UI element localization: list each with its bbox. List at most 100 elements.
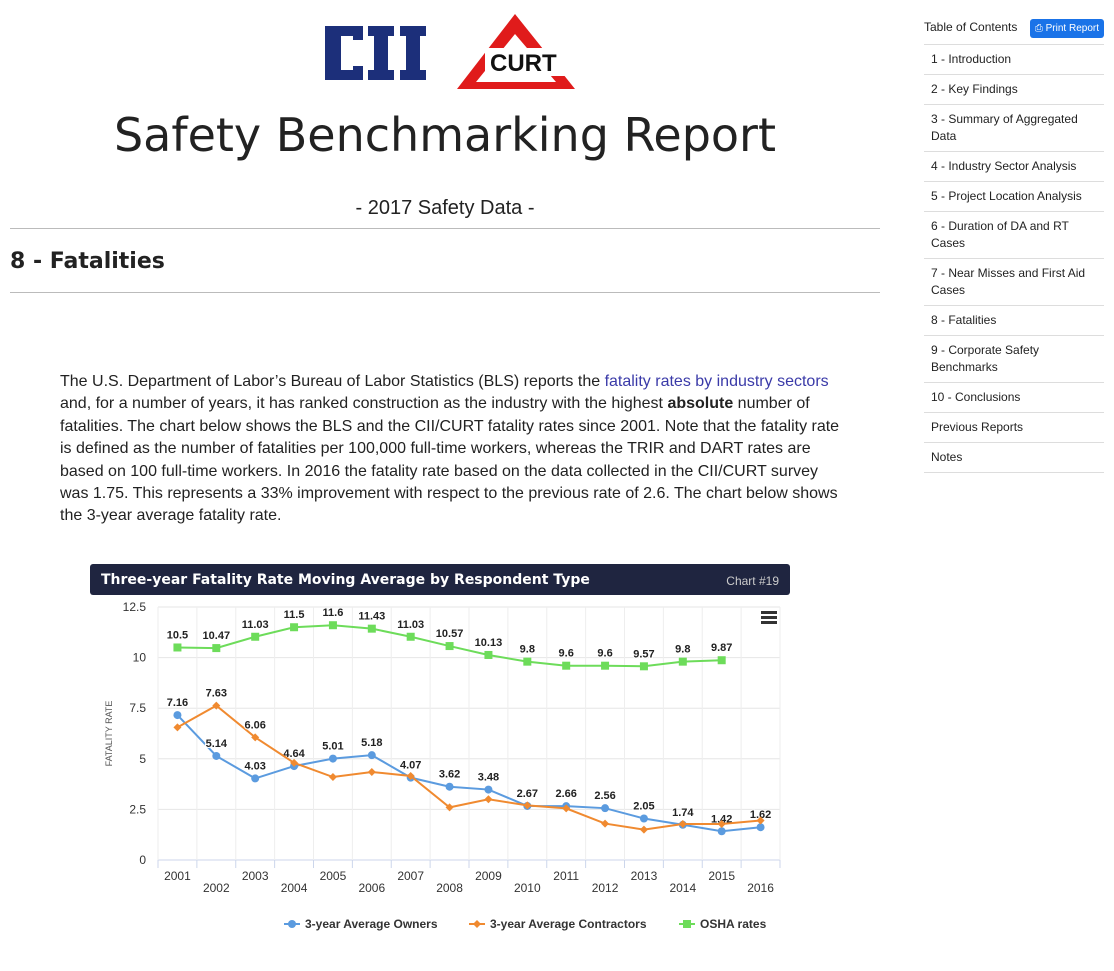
data-label: 7.16 xyxy=(167,697,188,709)
data-label: 9.57 xyxy=(633,648,654,660)
data-point xyxy=(523,657,532,666)
data-point xyxy=(756,823,765,832)
bold-text: absolute xyxy=(667,395,734,413)
data-point xyxy=(212,644,221,653)
chart-header: Three-year Fatality Rate Moving Average … xyxy=(90,564,790,595)
data-point xyxy=(173,711,182,720)
toc-item[interactable]: 8 - Fatalities xyxy=(924,305,1104,335)
data-point xyxy=(717,656,726,665)
data-point xyxy=(639,814,648,823)
legend-item[interactable]: 3-year Average Contractors xyxy=(490,917,647,931)
data-label: 9.6 xyxy=(597,648,612,660)
data-point xyxy=(212,701,221,710)
data-point xyxy=(484,795,493,804)
data-point xyxy=(562,804,571,813)
data-point xyxy=(328,621,337,630)
divider xyxy=(10,228,880,229)
menu-icon[interactable] xyxy=(761,611,777,614)
data-label: 10.13 xyxy=(475,637,503,649)
fatality-rates-link[interactable]: fatality rates by industry sectors xyxy=(604,373,829,390)
x-tick-label: 2008 xyxy=(436,881,463,895)
data-point xyxy=(678,657,687,666)
data-point xyxy=(173,723,182,732)
toc-item[interactable]: 3 - Summary of Aggregated Data xyxy=(924,104,1104,151)
series-line-1 xyxy=(176,704,761,831)
data-point xyxy=(601,804,610,813)
toc-item[interactable]: 4 - Industry Sector Analysis xyxy=(924,151,1104,181)
data-point xyxy=(445,803,454,812)
chart-title: Three-year Fatality Rate Moving Average … xyxy=(101,572,590,588)
data-point xyxy=(251,733,260,742)
data-point xyxy=(251,632,260,641)
data-point xyxy=(406,632,415,641)
legend-item[interactable]: OSHA rates xyxy=(700,917,767,931)
text: The U.S. Department of Labor’s Bureau of… xyxy=(60,373,605,390)
data-label: 5.18 xyxy=(361,737,382,749)
menu-icon[interactable] xyxy=(761,616,777,619)
toc-item[interactable]: 9 - Corporate Safety Benchmarks xyxy=(924,335,1104,382)
toc-item[interactable]: 2 - Key Findings xyxy=(924,74,1104,104)
x-tick-label: 2004 xyxy=(281,881,308,895)
x-tick-label: 2016 xyxy=(747,881,774,895)
y-tick-label: 7.5 xyxy=(129,701,146,715)
toc-item[interactable]: Notes xyxy=(924,442,1104,473)
toc-item[interactable]: 1 - Introduction xyxy=(924,44,1104,74)
toc-item[interactable]: 7 - Near Misses and First Aid Cases xyxy=(924,258,1104,305)
data-label: 10.47 xyxy=(203,630,231,642)
toc-heading: Table of Contents xyxy=(924,20,1018,34)
data-label: 6.06 xyxy=(244,719,265,731)
page-title: Safety Benchmarking Report xyxy=(113,108,776,162)
toc-item[interactable]: 6 - Duration of DA and RT Cases xyxy=(924,211,1104,258)
x-tick-label: 2002 xyxy=(203,881,230,895)
data-point xyxy=(445,782,454,791)
x-tick-label: 2015 xyxy=(708,869,735,883)
print-report-button[interactable]: ⎙ Print Report xyxy=(1029,19,1104,38)
data-point xyxy=(717,819,726,828)
data-point xyxy=(367,767,376,776)
toc-item[interactable]: 10 - Conclusions xyxy=(924,382,1104,412)
x-tick-label: 2006 xyxy=(358,881,385,895)
data-label: 9.87 xyxy=(711,642,732,654)
data-label: 7.63 xyxy=(206,688,227,700)
data-label: 10.5 xyxy=(167,629,188,641)
data-label: 9.6 xyxy=(559,648,574,660)
toc-list: 1 - Introduction 2 - Key Findings 3 - Summ… xyxy=(924,44,1104,473)
print-label: Print Report xyxy=(1045,23,1099,34)
x-tick-label: 2007 xyxy=(397,869,424,883)
y-axis-title: FATALITY RATE xyxy=(104,701,114,767)
x-tick-label: 2014 xyxy=(669,881,696,895)
data-point xyxy=(367,624,376,633)
x-tick-label: 2011 xyxy=(553,869,579,883)
data-point xyxy=(328,773,337,782)
data-point xyxy=(717,827,726,836)
data-label: 3.62 xyxy=(439,769,460,781)
section-title: 8 - Fatalities xyxy=(10,249,165,274)
toc-item[interactable]: 5 - Project Location Analysis xyxy=(924,181,1104,211)
data-label: 9.8 xyxy=(520,644,535,656)
legend-marker xyxy=(473,920,481,928)
data-label: 2.56 xyxy=(594,790,615,802)
menu-icon[interactable] xyxy=(761,621,777,624)
data-point xyxy=(290,758,299,767)
data-point xyxy=(484,785,493,794)
data-point xyxy=(290,623,299,632)
data-point xyxy=(601,661,610,670)
logos: CURT xyxy=(320,12,580,92)
data-label: 2.66 xyxy=(555,788,576,800)
x-tick-label: 2001 xyxy=(164,869,191,883)
legend-item[interactable]: 3-year Average Owners xyxy=(305,917,438,931)
y-tick-label: 0 xyxy=(139,853,146,867)
data-label: 1.74 xyxy=(672,807,694,819)
x-tick-label: 2010 xyxy=(514,881,541,895)
data-point xyxy=(328,754,337,763)
fatality-rate-chart: 0 2.5 5 7.5 10 12.5 2001 2002 2003 2004 2005 2006 20… xyxy=(104,600,781,931)
data-label: 11.43 xyxy=(358,611,385,623)
data-point xyxy=(406,772,415,781)
data-label: 5.14 xyxy=(206,738,228,750)
data-point xyxy=(212,751,221,760)
data-point xyxy=(445,642,454,651)
toc-item[interactable]: Previous Reports xyxy=(924,412,1104,442)
data-point xyxy=(562,661,571,670)
data-label: 4.07 xyxy=(400,760,421,772)
divider xyxy=(10,292,880,293)
